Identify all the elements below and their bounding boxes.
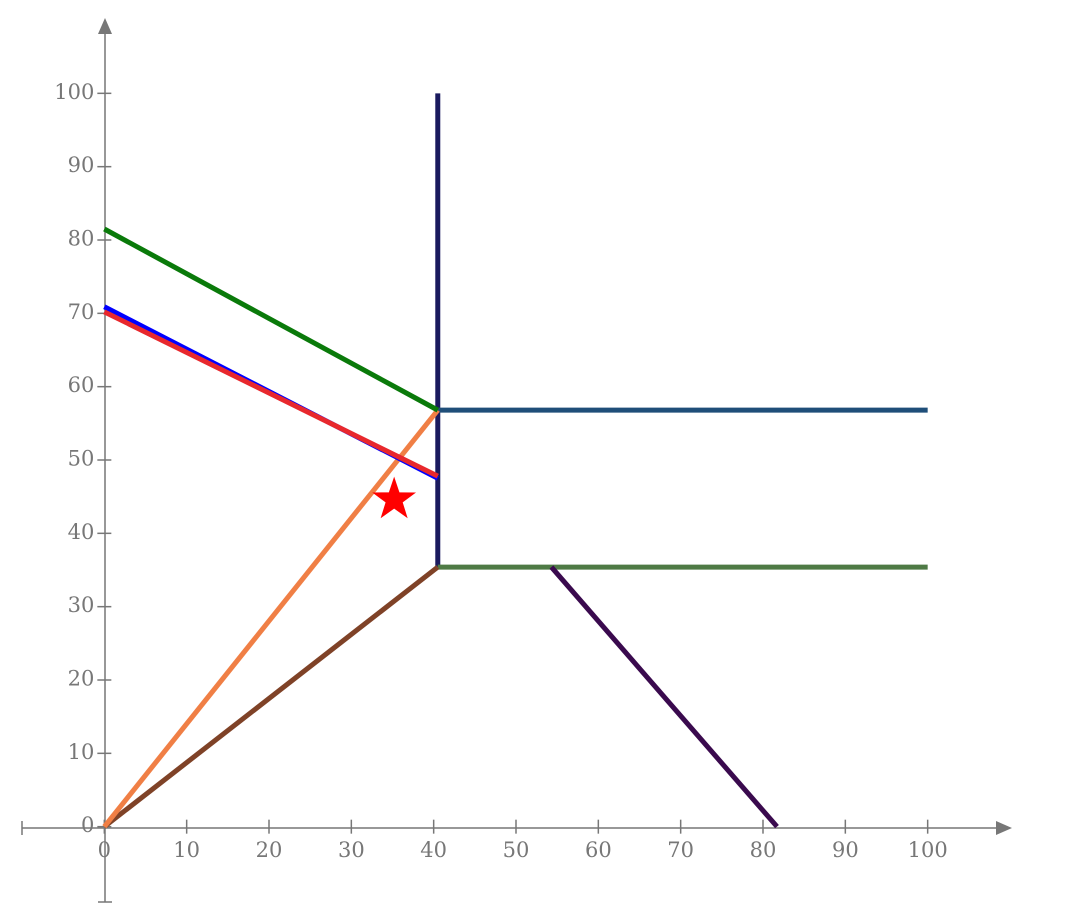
x-arrow xyxy=(996,821,1012,835)
x-tick-label: 10 xyxy=(173,838,200,862)
y-tick-label: 70 xyxy=(68,300,95,324)
x-tick-label: 100 xyxy=(908,838,948,862)
x-tick-label: 0 xyxy=(98,838,111,862)
y-tick-label: 40 xyxy=(68,520,95,544)
y-tick-label: 30 xyxy=(68,593,95,617)
y-tick-label: 60 xyxy=(68,373,95,397)
y-tick-label: 0 xyxy=(81,813,94,837)
y-tick-label: 20 xyxy=(68,667,95,691)
x-tick-label: 40 xyxy=(420,838,447,862)
x-tick-label: 80 xyxy=(750,838,777,862)
line-segment xyxy=(103,226,439,413)
line-segment xyxy=(102,565,440,829)
line-segment xyxy=(549,565,779,829)
x-tick-label: 90 xyxy=(832,838,859,862)
y-tick-label: 50 xyxy=(68,447,95,471)
y-tick-label: 10 xyxy=(68,740,95,764)
y-tick-label: 100 xyxy=(54,80,94,104)
line-segment xyxy=(103,309,439,479)
x-tick-label: 20 xyxy=(256,838,283,862)
x-tick-label: 70 xyxy=(667,838,694,862)
x-tick-label: 60 xyxy=(585,838,612,862)
y-arrow xyxy=(98,18,112,34)
line-segment xyxy=(102,408,440,829)
star-marker xyxy=(372,476,417,519)
x-tick-label: 30 xyxy=(338,838,365,862)
y-tick-label: 80 xyxy=(68,227,95,251)
y-tick-label: 90 xyxy=(68,153,95,177)
x-tick-label: 50 xyxy=(503,838,530,862)
